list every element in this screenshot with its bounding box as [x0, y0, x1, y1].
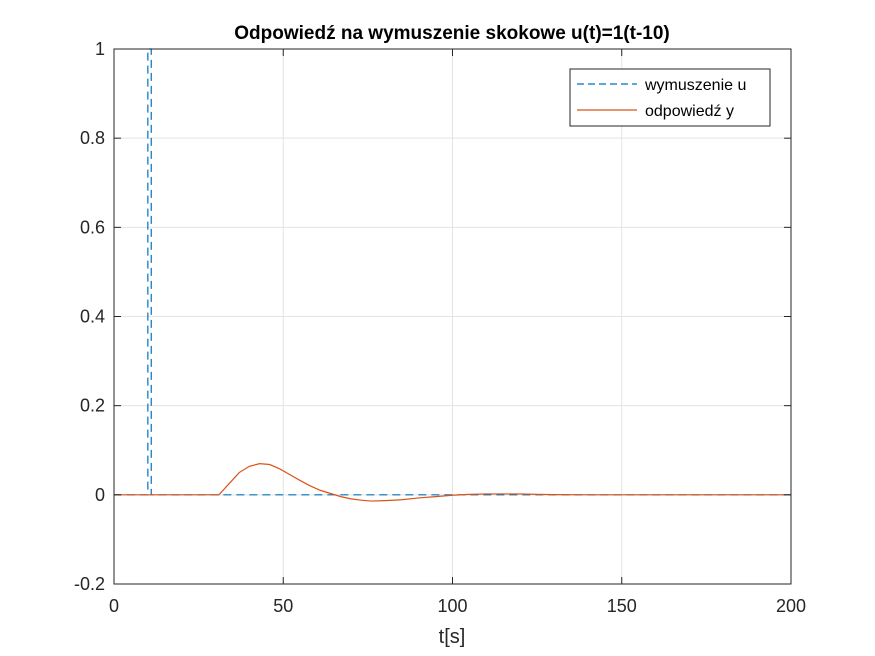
- x-tick-label: 150: [607, 596, 637, 616]
- chart-title: Odpowiedź na wymuszenie skokowe u(t)=1(t…: [234, 23, 670, 44]
- x-tick-label: 0: [109, 596, 119, 616]
- y-tick-label: 0.6: [80, 217, 105, 237]
- legend-box: [569, 68, 771, 127]
- y-tick-label: 0.8: [80, 128, 105, 148]
- y-tick-label: 1: [95, 39, 105, 59]
- y-tick-label: 0.4: [80, 307, 105, 327]
- x-tick-label: 200: [776, 596, 806, 616]
- axis-ticks: 0 50 100 150 200-0.200.20.40.60.81: [74, 39, 806, 616]
- x-axis-label: t[s]: [439, 626, 466, 648]
- series-line-odpowiedz-y: [114, 463, 791, 502]
- x-tick-label: 50: [273, 596, 293, 616]
- legend-label-wymuszenie-u: wymuszenie u: [644, 77, 746, 94]
- legend: wymuszenie u odpowiedź y: [569, 68, 771, 127]
- y-tick-label: 0.2: [80, 396, 105, 416]
- y-tick-label: -0.2: [74, 574, 105, 594]
- x-tick-label: 100: [437, 596, 467, 616]
- legend-label-odpowiedz-y: odpowiedź y: [645, 103, 734, 120]
- y-tick-label: 0: [95, 485, 105, 505]
